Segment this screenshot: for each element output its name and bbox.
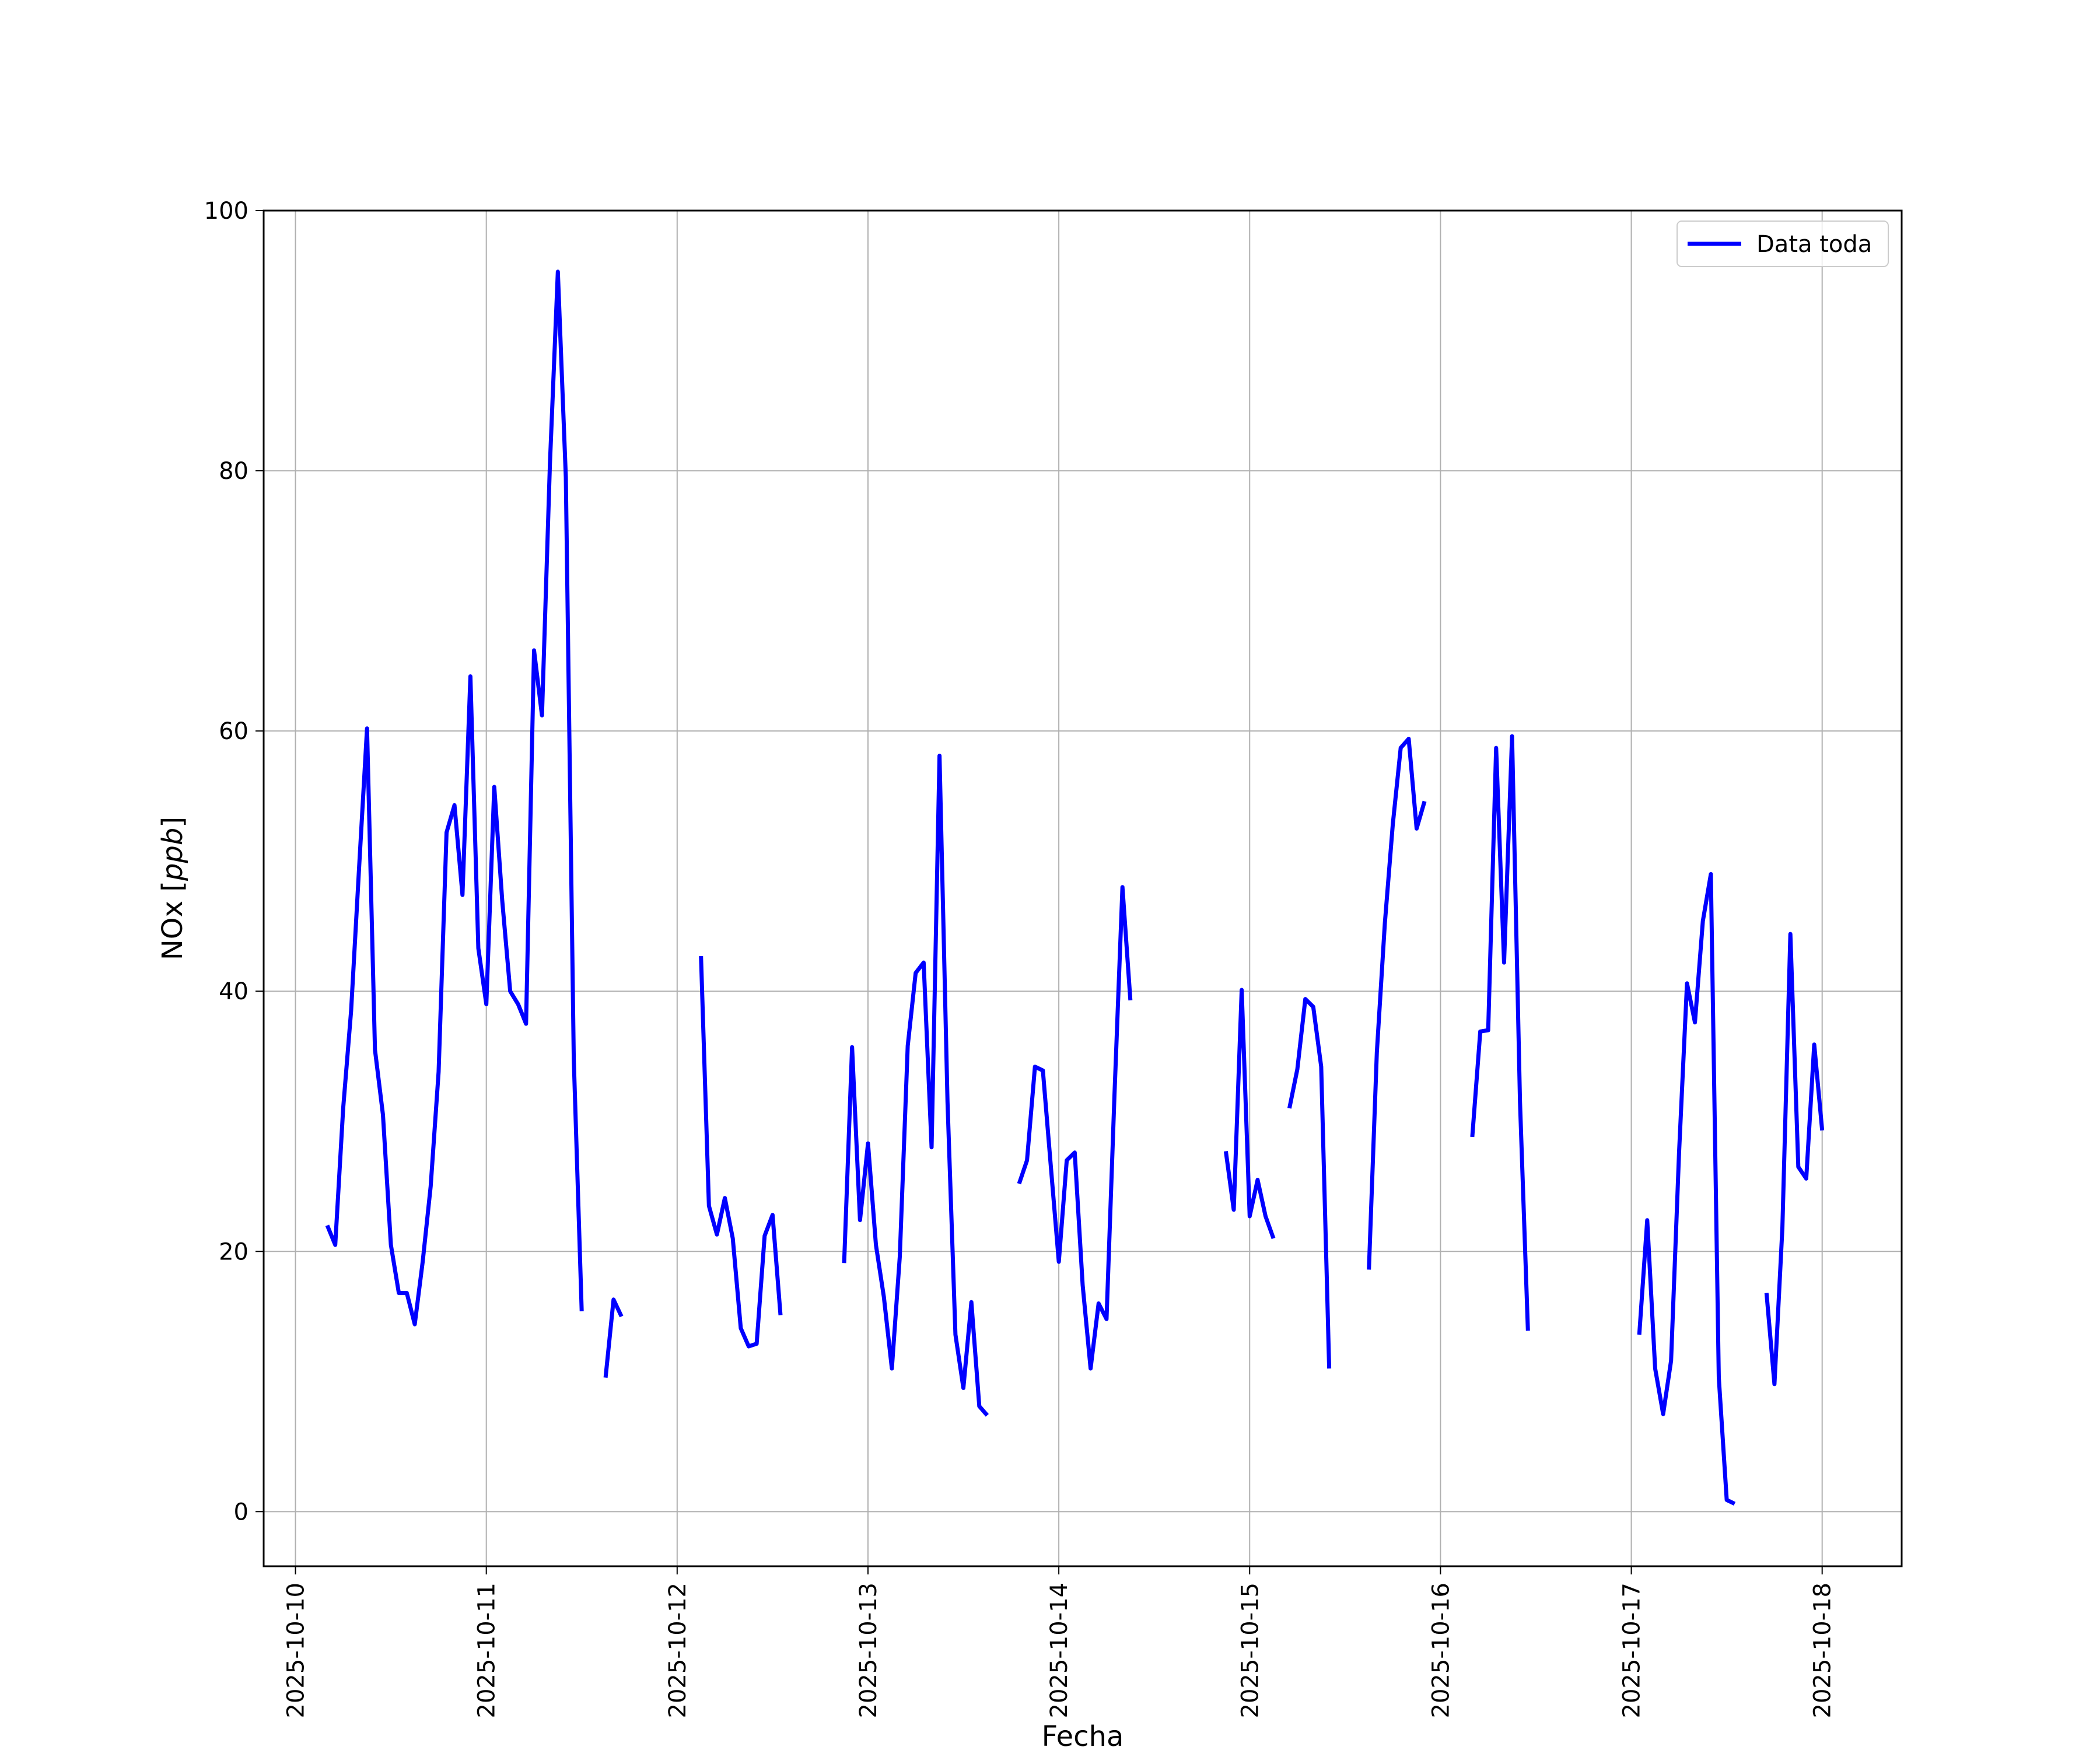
x-tick-label: 2025-10-14: [1046, 1583, 1073, 1718]
x-axis-title: Fecha: [1042, 1720, 1124, 1750]
y-tick-label: 40: [219, 978, 249, 1005]
series-line-segment: [603, 1297, 624, 1378]
legend-box: [1676, 220, 1889, 267]
series-line-segment: [325, 270, 584, 1326]
series-line-segment: [1637, 872, 1736, 1506]
y-tick-label: 80: [219, 458, 249, 485]
y-axis-title-unit: ppb: [156, 828, 189, 881]
y-axis-title: NOx [ppb]: [156, 817, 189, 960]
x-tick-label: 2025-10-16: [1427, 1583, 1454, 1718]
x-tick-label: 2025-10-18: [1810, 1583, 1836, 1718]
y-tick-label: 20: [219, 1238, 249, 1265]
series-line-segment: [699, 956, 783, 1349]
y-axis-title-text: NOx [: [156, 881, 189, 960]
y-axis-title-close: ]: [156, 817, 189, 828]
series-line-segment: [842, 754, 989, 1417]
series-line-segment: [1367, 737, 1427, 1270]
x-tick-label: 2025-10-15: [1237, 1583, 1264, 1718]
x-tick-label: 2025-10-10: [283, 1583, 310, 1718]
x-tick-label: 2025-10-13: [855, 1583, 882, 1718]
x-tick-label: 2025-10-17: [1619, 1583, 1646, 1718]
plot-frame: [262, 209, 1903, 1567]
series-line-segment: [1287, 997, 1332, 1369]
series-line-segment: [1764, 932, 1825, 1387]
x-tick-label: 2025-10-11: [474, 1583, 501, 1718]
y-axis-ticks: 0 20 40 60 80 100: [204, 198, 264, 1525]
legend-label: Data toda: [1756, 231, 1872, 258]
series-line-segment: [1017, 885, 1133, 1371]
series-line-segment: [1470, 734, 1530, 1331]
y-tick-label: 60: [219, 718, 249, 745]
x-axis-ticks: 2025-10-10 2025-10-11 2025-10-12 2025-10-13…: [283, 1566, 1836, 1718]
series-line-segment: [1223, 988, 1276, 1240]
y-tick-label: 0: [234, 1499, 249, 1525]
legend: Data toda: [1676, 220, 1889, 267]
y-tick-label: 100: [204, 198, 249, 225]
series-layer: [325, 270, 1825, 1506]
x-tick-label: 2025-10-12: [664, 1583, 691, 1718]
